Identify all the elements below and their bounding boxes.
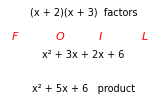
Text: L: L: [142, 32, 148, 42]
Text: (x + 2)(x + 3)  factors: (x + 2)(x + 3) factors: [30, 8, 137, 18]
Text: O: O: [56, 32, 64, 42]
Text: F: F: [12, 32, 18, 42]
Text: x² + 5x + 6   product: x² + 5x + 6 product: [32, 84, 135, 94]
Text: I: I: [99, 32, 102, 42]
Text: x² + 3x + 2x + 6: x² + 3x + 2x + 6: [42, 50, 125, 60]
